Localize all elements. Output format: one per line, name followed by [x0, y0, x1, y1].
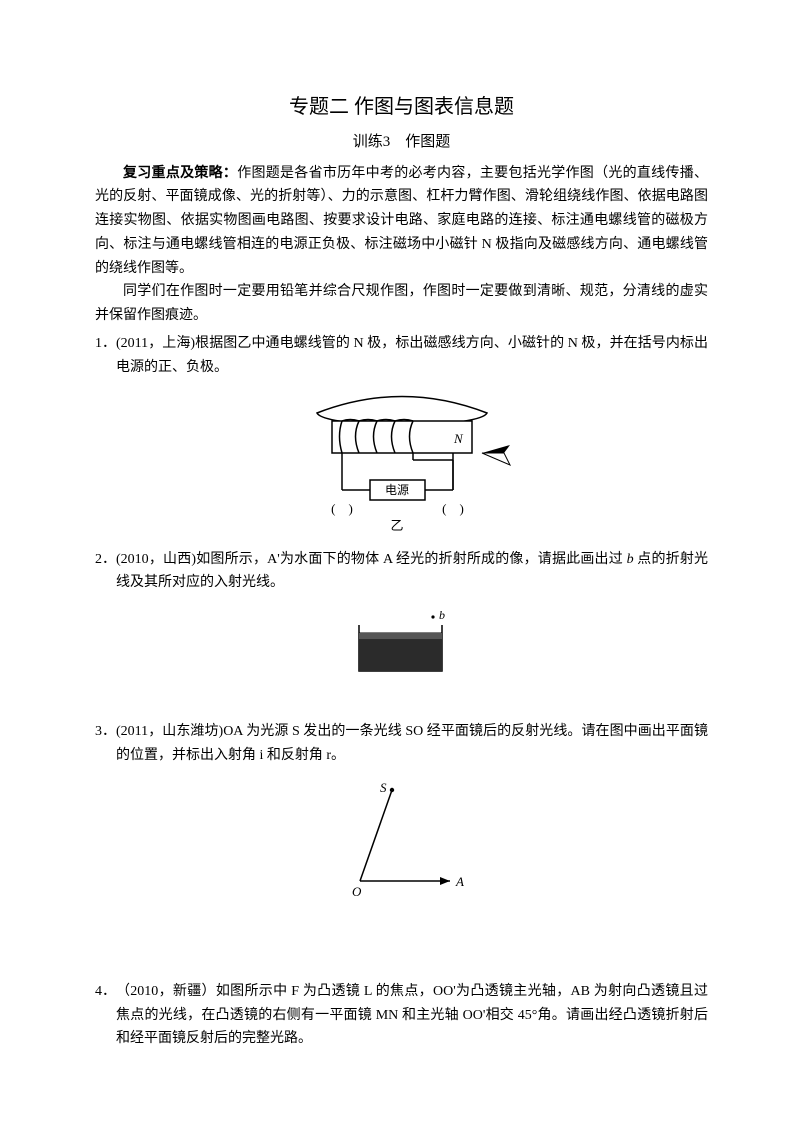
label-A: A — [455, 874, 464, 889]
question-2: 2． (2010，山西)如图所示，A'为水面下的物体 A 经光的折射所成的像，请… — [95, 548, 708, 596]
intro-label: 复习重点及策略： — [123, 166, 237, 181]
question-4-number: 4． — [95, 980, 116, 1051]
question-4-text: （2010，新疆）如图所示中 F 为凸透镜 L 的焦点，OO'为凸透镜主光轴，A… — [116, 980, 708, 1051]
intro-paragraph-1: 复习重点及策略：作图题是各省市历年中考的必考内容，主要包括光学作图（光的直线传播… — [95, 162, 708, 281]
question-3-text: (2011，山东潍坊)OA 为光源 S 发出的一条光线 SO 经平面镜后的反射光… — [116, 720, 708, 768]
question-4: 4． （2010，新疆）如图所示中 F 为凸透镜 L 的焦点，OO'为凸透镜主光… — [95, 980, 708, 1051]
label-power: 电源 — [384, 483, 408, 497]
page-title: 专题二 作图与图表信息题 — [95, 90, 708, 124]
question-1-figure: N 电源 ( ) ( ) 乙 — [95, 388, 708, 538]
page: 专题二 作图与图表信息题 训练3 作图题 复习重点及策略：作图题是各省市历年中考… — [0, 0, 793, 1111]
question-1-text: (2011，上海)根据图乙中通电螺线管的 N 极，标出磁感线方向、小磁针的 N … — [116, 332, 708, 380]
question-2-number: 2． — [95, 548, 116, 596]
question-2-text: (2010，山西)如图所示，A'为水面下的物体 A 经光的折射所成的像，请据此画… — [116, 548, 708, 596]
label-caption: 乙 — [390, 518, 403, 533]
label-S: S — [380, 780, 387, 795]
refraction-diagram: b — [347, 603, 457, 678]
question-1-number: 1． — [95, 332, 116, 380]
label-left-paren: ( ) — [331, 501, 353, 516]
question-1: 1． (2011，上海)根据图乙中通电螺线管的 N 极，标出磁感线方向、小磁针的… — [95, 332, 708, 380]
question-3-number: 3． — [95, 720, 116, 768]
intro-paragraph-2: 同学们在作图时一定要用铅笔并综合尺规作图，作图时一定要做到清晰、规范，分清线的虚… — [95, 280, 708, 328]
page-subtitle: 训练3 作图题 — [95, 130, 708, 156]
spacer — [95, 688, 708, 716]
label-N: N — [453, 431, 464, 446]
spacer-2 — [95, 916, 708, 976]
question-2-figure: b — [95, 603, 708, 678]
label-O: O — [352, 884, 362, 899]
solenoid-diagram: N 电源 ( ) ( ) 乙 — [287, 388, 517, 538]
question-3: 3． (2011，山东潍坊)OA 为光源 S 发出的一条光线 SO 经平面镜后的… — [95, 720, 708, 768]
mirror-diagram: S O A — [332, 776, 472, 906]
intro-p1-rest: 作图题是各省市历年中考的必考内容，主要包括光学作图（光的直线传播、光的反射、平面… — [95, 166, 708, 276]
label-b: b — [439, 608, 445, 622]
question-3-figure: S O A — [95, 776, 708, 906]
label-right-paren: ( ) — [442, 501, 464, 516]
